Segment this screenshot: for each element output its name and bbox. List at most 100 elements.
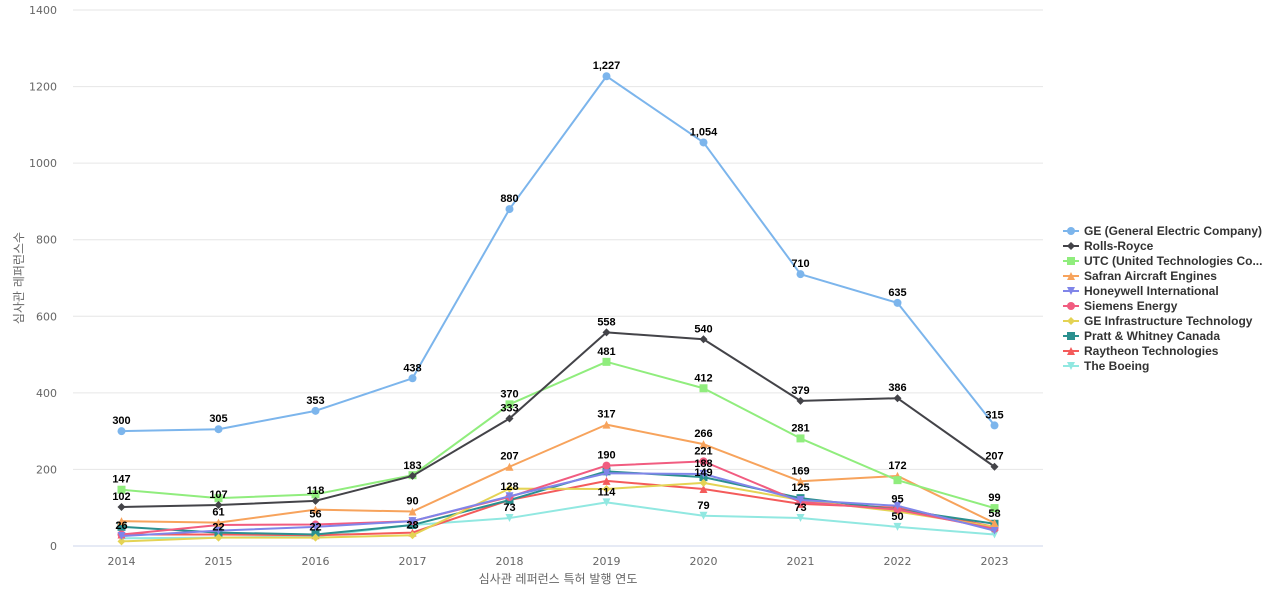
data-point — [796, 496, 805, 505]
x-tick-label: 2016 — [302, 555, 330, 568]
data-label: 207 — [500, 451, 518, 463]
data-label: 710 — [791, 258, 809, 270]
series-line — [121, 472, 995, 538]
y-tick-label: 0 — [50, 540, 57, 553]
legend-label: Pratt & Whitney Canada — [1084, 329, 1220, 343]
data-point — [602, 484, 611, 493]
data-point — [117, 427, 126, 436]
series-line — [121, 423, 995, 524]
data-label: 61 — [212, 507, 224, 519]
data-point — [214, 533, 223, 542]
legend-item[interactable]: UTC (United Technologies Co... — [1063, 254, 1262, 268]
data-label: 73 — [503, 502, 515, 514]
data-label: 300 — [112, 415, 130, 427]
x-tick-label: 2014 — [108, 555, 136, 568]
data-point — [699, 440, 708, 449]
data-point — [408, 374, 417, 383]
legend-item[interactable]: GE Infrastructure Technology — [1063, 314, 1253, 328]
x-tick-label: 2019 — [593, 555, 621, 568]
data-label: 315 — [985, 409, 1003, 421]
x-tick-label: 2022 — [884, 555, 912, 568]
legend-item[interactable]: Rolls-Royce — [1063, 239, 1154, 253]
data-point — [602, 469, 611, 478]
data-point — [602, 498, 611, 507]
legend-label: Honeywell International — [1084, 284, 1219, 298]
data-point — [505, 400, 514, 409]
y-tick-label: 1400 — [29, 4, 57, 17]
y-tick-label: 400 — [36, 387, 57, 400]
data-point — [990, 519, 999, 528]
data-point — [408, 471, 417, 480]
data-label: 266 — [694, 428, 712, 440]
data-label: 102 — [112, 491, 130, 503]
series-4 — [117, 469, 999, 541]
data-point — [602, 420, 611, 429]
legend-item[interactable]: GE (General Electric Company) — [1063, 224, 1262, 238]
data-point — [990, 421, 999, 430]
y-axis-title: 심사관 레퍼런스수 — [12, 232, 26, 324]
y-tick-label: 1200 — [29, 81, 57, 94]
legend-item[interactable]: Honeywell International — [1063, 284, 1219, 298]
legend-item[interactable]: Siemens Energy — [1063, 299, 1178, 313]
data-point — [311, 505, 320, 514]
legend-label: Siemens Energy — [1084, 299, 1178, 313]
data-point — [214, 526, 223, 535]
legend-label: GE (General Electric Company) — [1084, 224, 1262, 238]
legend-item[interactable]: Pratt & Whitney Canada — [1063, 329, 1220, 343]
series-line — [121, 360, 995, 510]
data-label: 1,054 — [690, 126, 718, 138]
data-label: 79 — [697, 500, 709, 512]
data-label: 333 — [500, 403, 518, 415]
data-label: 386 — [888, 382, 906, 394]
data-point — [505, 462, 514, 471]
data-point — [505, 492, 514, 501]
data-point — [602, 461, 611, 470]
legend-marker — [1067, 347, 1075, 355]
legend-item[interactable]: The Boeing — [1063, 359, 1149, 373]
data-point — [408, 531, 417, 540]
data-label: 90 — [406, 496, 418, 508]
data-point — [602, 72, 611, 81]
data-label: 635 — [888, 287, 906, 299]
data-label: 540 — [694, 323, 712, 335]
series-line — [121, 460, 995, 536]
legend-marker — [1067, 257, 1075, 265]
legend-item[interactable]: Raytheon Technologies — [1063, 344, 1219, 358]
data-point — [311, 406, 320, 415]
legend-label: Safran Aircraft Engines — [1084, 269, 1217, 283]
x-tick-label: 2018 — [496, 555, 524, 568]
data-point — [990, 504, 999, 513]
series-3 — [117, 420, 999, 528]
data-label: 147 — [112, 474, 130, 486]
data-point — [214, 494, 223, 503]
data-label: 412 — [694, 372, 712, 384]
legend-item[interactable]: Safran Aircraft Engines — [1063, 269, 1217, 283]
data-label: 172 — [888, 460, 906, 472]
legend-marker — [1067, 362, 1075, 370]
y-tick-label: 1000 — [29, 157, 57, 170]
data-point — [311, 533, 320, 542]
series-0 — [117, 72, 999, 436]
y-tick-label: 600 — [36, 310, 57, 323]
series-1 — [117, 328, 999, 511]
data-point — [699, 511, 708, 520]
series-line — [121, 331, 996, 508]
data-label: 353 — [306, 395, 324, 407]
data-label: 190 — [597, 450, 615, 462]
data-label: 183 — [403, 460, 421, 472]
data-point — [117, 485, 126, 494]
data-point — [311, 496, 320, 505]
legend-label: GE Infrastructure Technology — [1084, 314, 1253, 328]
legend-marker — [1067, 242, 1075, 250]
data-point — [893, 501, 902, 510]
data-label: 107 — [209, 489, 227, 501]
data-point — [214, 518, 223, 527]
legend-marker — [1067, 332, 1075, 340]
x-tick-label: 2020 — [690, 555, 718, 568]
legend-label: The Boeing — [1084, 359, 1149, 373]
x-tick-label: 2021 — [787, 555, 815, 568]
data-label: 317 — [597, 409, 615, 421]
data-point — [796, 270, 805, 279]
data-point — [699, 457, 708, 466]
